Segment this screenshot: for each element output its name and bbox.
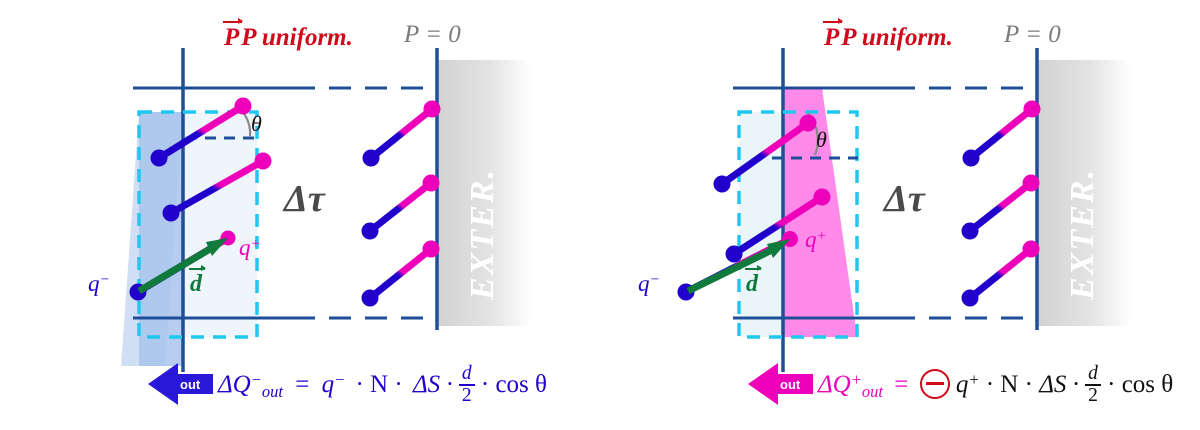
q-plus-label: q+ xyxy=(239,235,261,260)
panel-positive-charge-flux: PP uniform. P = 0 Δτ EXTER. θ q− q+ d ou… xyxy=(600,0,1200,430)
exterior-label: EXTER. xyxy=(1064,168,1101,300)
circled-minus-icon xyxy=(919,369,950,400)
out-arrow[interactable] xyxy=(748,363,813,405)
p-zero-label: P = 0 xyxy=(404,21,461,48)
dipole-left-2 xyxy=(725,188,831,263)
dipole-right-1 xyxy=(362,100,441,167)
dipole-right-2 xyxy=(961,174,1040,240)
dipole-left-1 xyxy=(150,97,252,167)
outgoing-slab-shade xyxy=(783,88,857,337)
panel-left-graphics xyxy=(121,48,532,405)
dipole-left-1 xyxy=(713,114,817,193)
p-uniform-label: PP uniform. xyxy=(822,17,953,51)
panel-negative-charge-flux: PP uniform. P = 0 Δτ EXTER. θ q− q+ d ou… xyxy=(88,17,548,407)
p-zero-label: P = 0 xyxy=(1004,21,1061,48)
out-badge: out xyxy=(180,377,201,392)
dipole-right-3 xyxy=(361,240,440,307)
p-uniform-label: PP uniform. xyxy=(222,17,353,51)
q-minus-label: q− xyxy=(638,271,660,296)
exterior-region xyxy=(1037,60,1132,326)
dipole-right-1 xyxy=(962,100,1041,167)
dipole-right-3 xyxy=(961,240,1040,307)
d-vector-label: d xyxy=(745,264,762,297)
q-minus-label: q− xyxy=(88,271,110,296)
delta-tau-label: Δτ xyxy=(884,178,925,220)
dipole-left-2 xyxy=(162,152,272,222)
d-vector-arrow xyxy=(137,238,228,295)
out-badge: out xyxy=(780,377,801,392)
delta-s-dashed-box xyxy=(137,110,259,339)
theta-label: θ xyxy=(251,111,262,136)
delta-tau-label: Δτ xyxy=(284,178,325,220)
outgoing-slab-shade-skew xyxy=(121,112,183,366)
panel-right-graphics xyxy=(677,48,1132,405)
dipole-right-2 xyxy=(361,174,440,240)
inner-slab-shade xyxy=(183,112,257,337)
q-plus-label: q+ xyxy=(805,227,827,252)
d-vector-label: d xyxy=(189,264,206,297)
out-arrow[interactable] xyxy=(148,363,213,405)
delta-s-dashed-box xyxy=(737,110,859,339)
exterior-label: EXTER. xyxy=(464,168,501,300)
theta-label: θ xyxy=(816,127,827,152)
exterior-region xyxy=(437,60,532,326)
d-vector-arrow xyxy=(686,239,790,295)
